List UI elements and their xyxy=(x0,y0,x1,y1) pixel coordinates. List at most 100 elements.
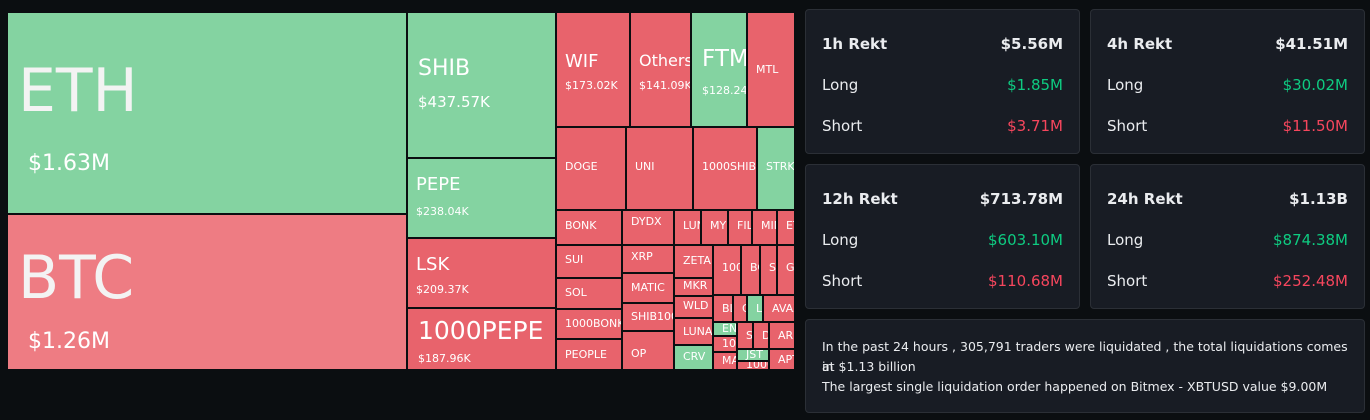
treemap-tile[interactable]: BONK xyxy=(556,210,622,245)
summary-line-3: The largest single liquidation order hap… xyxy=(822,379,1328,394)
tile-symbol: STRK xyxy=(766,160,795,173)
tile-symbol: MYRO xyxy=(710,219,727,232)
treemap-tile[interactable]: SHIB1000 xyxy=(622,303,674,331)
short-label: Short xyxy=(822,272,863,290)
tile-value: $209.37K xyxy=(416,283,469,296)
treemap-tile[interactable]: DOT xyxy=(753,322,769,349)
tile-symbol: MATIC xyxy=(631,281,665,294)
liquidation-treemap: ETH $1.63M BTC $1.26M SHIB $437.57K PEPE $238.0… xyxy=(7,12,795,370)
treemap-tile[interactable]: MKR xyxy=(674,278,713,296)
tile-value: $173.02K xyxy=(565,79,618,92)
treemap-tile[interactable]: MINA xyxy=(752,210,777,245)
treemap-tile[interactable]: BCH xyxy=(741,245,760,295)
treemap-tile[interactable]: BLUR xyxy=(713,295,733,322)
treemap-tile[interactable]: ENS xyxy=(713,322,737,336)
tile-symbol: DOGE xyxy=(565,160,598,173)
summary-line-1: In the past 24 hours , 305,791 traders w… xyxy=(822,339,1348,374)
tile-symbol: FTM xyxy=(702,46,747,72)
tile-symbol: APT xyxy=(778,353,794,366)
tile-symbol: SEI xyxy=(769,261,776,274)
treemap-tile[interactable]: WLD xyxy=(674,296,713,318)
tile-symbol: 1000 xyxy=(722,261,740,274)
tile-symbol: CRV xyxy=(683,350,706,363)
treemap-tile[interactable]: DOGE xyxy=(556,127,626,210)
treemap-tile[interactable]: 1000 xyxy=(713,336,737,352)
tile-symbol: 1000 xyxy=(722,337,736,350)
treemap-tile[interactable]: OP xyxy=(622,331,674,370)
tile-symbol: DOT xyxy=(762,330,768,341)
treemap-tile[interactable]: 1000 xyxy=(737,361,769,370)
tile-symbol: OP xyxy=(631,347,647,360)
treemap-tile[interactable]: APT xyxy=(769,349,795,370)
treemap-tile[interactable]: SHIB $437.57K xyxy=(407,12,556,158)
short-label: Short xyxy=(822,117,863,135)
treemap-tile[interactable]: 1000SHIB xyxy=(693,127,757,210)
treemap-tile[interactable]: Others $141.09K xyxy=(630,12,691,127)
treemap-tile[interactable]: PEPE $238.04K xyxy=(407,158,556,238)
treemap-tile[interactable]: MTL xyxy=(747,12,795,127)
short-value: $110.68M xyxy=(988,272,1063,290)
tile-value: $238.04K xyxy=(416,205,469,218)
treemap-tile[interactable]: MATIC xyxy=(622,273,674,303)
tile-symbol: BTC xyxy=(18,243,135,313)
treemap-tile[interactable]: SOL xyxy=(556,278,622,309)
tile-symbol: AVAX xyxy=(772,302,794,315)
treemap-tile[interactable]: LSK $209.37K xyxy=(407,238,556,308)
tile-symbol: 1000BONK xyxy=(565,317,622,330)
tile-value: $1.26M xyxy=(28,329,110,354)
treemap-tile[interactable]: ARB xyxy=(769,322,795,349)
treemap-tile[interactable]: ZETA xyxy=(674,245,713,278)
treemap-tile[interactable]: ETC xyxy=(777,210,795,245)
treemap-tile[interactable]: SAND xyxy=(737,322,753,349)
tile-symbol: UNI xyxy=(635,160,655,173)
treemap-tile[interactable]: GMT xyxy=(733,295,747,322)
treemap-tile[interactable]: SEI xyxy=(760,245,777,295)
treemap-tile[interactable]: 1000 xyxy=(713,245,741,295)
tile-symbol: WLD xyxy=(683,299,709,312)
tile-symbol: BLUR xyxy=(722,302,732,315)
treemap-tile[interactable]: 1000BONK xyxy=(556,309,622,339)
tile-symbol: SAND xyxy=(746,329,753,342)
summary-line-2: at $1.13 billion xyxy=(822,359,916,374)
panel-title: 12h Rekt xyxy=(822,190,898,208)
treemap-tile[interactable]: MYRO xyxy=(701,210,728,245)
tile-symbol: ARB xyxy=(778,329,794,342)
treemap-tile[interactable]: JST xyxy=(737,349,769,361)
treemap-tile[interactable]: AVAX xyxy=(763,295,795,322)
long-value: $603.10M xyxy=(988,231,1063,249)
panel-total: $1.13B xyxy=(1289,190,1348,208)
tile-symbol: GAS xyxy=(786,261,795,274)
treemap-tile[interactable]: GAS xyxy=(777,245,795,295)
tile-symbol: BONK xyxy=(565,219,597,232)
tile-value: $187.96K xyxy=(418,352,471,365)
treemap-tile[interactable]: LUNA xyxy=(674,318,713,345)
treemap-tile[interactable]: 1000PEPE $187.96K xyxy=(407,308,556,370)
long-value: $1.85M xyxy=(1007,76,1063,94)
panel-total: $713.78M xyxy=(979,190,1063,208)
treemap-tile[interactable]: PEOPLE xyxy=(556,339,622,370)
rekt-panel-12h: 12h Rekt $713.78M Long $603.10M Short $1… xyxy=(805,164,1080,309)
long-label: Long xyxy=(822,76,859,94)
tile-symbol: GMT xyxy=(742,303,746,314)
treemap-tile[interactable]: XRP xyxy=(622,245,674,273)
treemap-tile[interactable]: FTM $128.24K xyxy=(691,12,747,127)
treemap-tile[interactable]: STRK xyxy=(757,127,795,210)
treemap-tile[interactable]: LUNC xyxy=(674,210,701,245)
tile-symbol: Others xyxy=(639,51,691,70)
treemap-tile[interactable]: ETH $1.63M xyxy=(7,12,407,214)
treemap-tile[interactable]: SUI xyxy=(556,245,622,278)
treemap-tile[interactable]: DYDX xyxy=(622,210,674,245)
long-label: Long xyxy=(1107,231,1144,249)
tile-symbol: JST xyxy=(746,349,763,361)
treemap-tile[interactable]: WIF $173.02K xyxy=(556,12,630,127)
tile-symbol: 1000SHIB xyxy=(702,160,757,173)
treemap-tile[interactable]: BTC $1.26M xyxy=(7,214,407,370)
rekt-panel-4h: 4h Rekt $41.51M Long $30.02M Short $11.5… xyxy=(1090,9,1365,154)
treemap-tile[interactable]: CRV xyxy=(674,345,713,370)
treemap-tile[interactable]: UNI xyxy=(626,127,693,210)
treemap-tile[interactable]: MANA xyxy=(713,352,737,370)
tile-symbol: ETH xyxy=(18,56,138,126)
short-label: Short xyxy=(1107,117,1148,135)
treemap-tile[interactable]: LINK xyxy=(747,295,763,322)
treemap-tile[interactable]: FIL xyxy=(728,210,752,245)
